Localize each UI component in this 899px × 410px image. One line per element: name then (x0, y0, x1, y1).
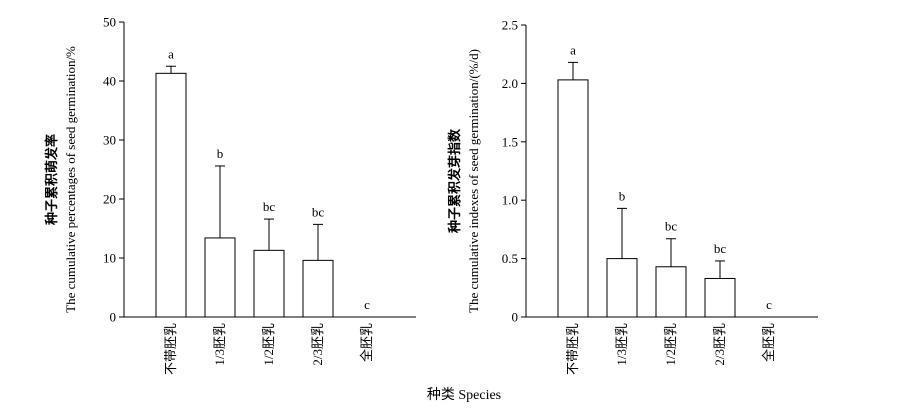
bar (253, 249, 285, 318)
significance-label: a (570, 42, 576, 57)
x-tick-label: 1/3胚乳 (212, 323, 227, 366)
bar (704, 277, 736, 318)
x-tick-label: 2/3胚乳 (310, 323, 325, 366)
bar (204, 237, 236, 318)
y-tick-label: 40 (103, 74, 116, 89)
x-tick-label: 1/3胚乳 (614, 323, 629, 366)
y-tick-label: 2.5 (502, 18, 518, 33)
significance-label: c (364, 297, 370, 312)
significance-label: a (168, 46, 174, 61)
shared-x-axis-label: 种类 Species (427, 387, 501, 403)
x-tick-label: 1/2胚乳 (663, 323, 678, 366)
significance-label: bc (665, 219, 678, 234)
y-tick-label: 50 (103, 15, 116, 30)
bar (557, 79, 589, 318)
y-tick-label: 1.0 (502, 193, 518, 208)
significance-label: bc (714, 241, 727, 256)
y-tick-label: 1.5 (502, 134, 518, 149)
significance-label: bc (312, 204, 325, 219)
bar (302, 259, 334, 318)
significance-label: c (766, 297, 772, 312)
x-tick-label: 不带胚乳 (565, 323, 580, 375)
bar (155, 72, 187, 318)
x-tick-label: 1/2胚乳 (261, 323, 276, 366)
significance-label: b (217, 146, 224, 161)
y-tick-label: 20 (103, 192, 116, 207)
y-axis-label-cn: 种子累积萌发率 (44, 134, 59, 226)
chart-germination-percentage: 0 10 20 30 40 50 种子累积萌发率 The cumulative percent… (44, 15, 416, 375)
bar (606, 258, 638, 318)
y-axis-label-en: The cumulative percentages of seed germi… (63, 46, 78, 313)
x-tick-label: 不带胚乳 (163, 323, 178, 375)
y-tick-label: 2.0 (502, 76, 518, 91)
y-axis-label-en: The cumulative indexes of seed germinati… (466, 49, 481, 313)
significance-label: b (619, 188, 626, 203)
bar (655, 266, 687, 318)
y-tick-label: 0.5 (502, 251, 518, 266)
x-tick-label: 全胚乳 (359, 323, 374, 362)
y-tick-label: 30 (103, 133, 116, 148)
chart-germination-index: 0 0.5 1.0 1.5 2.0 2.5 种子累积发芽指数 The cumulative i… (447, 18, 818, 375)
x-tick-label: 2/3胚乳 (712, 323, 727, 366)
y-tick-label: 0 (110, 310, 117, 325)
x-tick-label: 全胚乳 (761, 323, 776, 362)
significance-label: bc (263, 199, 276, 214)
y-tick-label: 0 (512, 310, 519, 325)
y-axis-label-cn: 种子累积发芽指数 (447, 128, 462, 234)
y-tick-label: 10 (103, 251, 116, 266)
